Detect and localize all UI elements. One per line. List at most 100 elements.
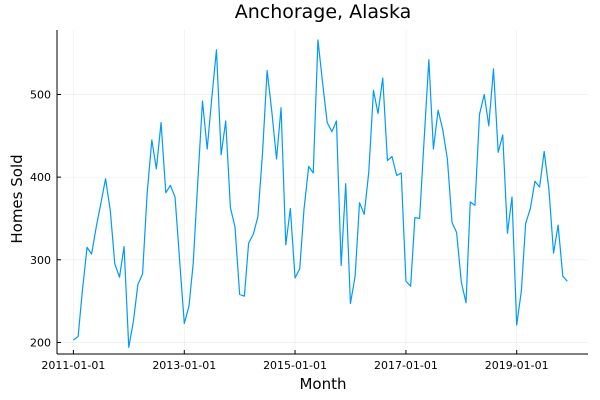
- data-point: [169, 184, 171, 186]
- data-point: [234, 226, 236, 228]
- data-point: [299, 268, 301, 270]
- x-axis-label: Month: [299, 375, 346, 393]
- data-point: [331, 130, 333, 132]
- data-point: [562, 275, 564, 277]
- data-point: [215, 49, 217, 51]
- data-point: [247, 242, 249, 244]
- data-point: [326, 121, 328, 123]
- data-point: [552, 252, 554, 254]
- data-point: [312, 172, 314, 174]
- data-point: [386, 159, 388, 161]
- data-point: [446, 158, 448, 160]
- data-point: [497, 151, 499, 153]
- data-point: [229, 207, 231, 209]
- y-tick-label: 200: [30, 336, 51, 349]
- data-point: [266, 69, 268, 71]
- data-point: [132, 320, 134, 322]
- grid: [57, 30, 588, 354]
- data-point: [488, 125, 490, 127]
- data-point: [294, 277, 296, 279]
- data-point: [418, 217, 420, 219]
- x-tick-label: 2011-01-01: [41, 359, 105, 372]
- data-point: [524, 222, 526, 224]
- data-point: [437, 109, 439, 111]
- data-point: [502, 134, 504, 136]
- data-point: [506, 232, 508, 234]
- data-point: [243, 295, 245, 297]
- data-point: [391, 155, 393, 157]
- data-point: [382, 77, 384, 79]
- x-tick-label: 2017-01-01: [374, 359, 438, 372]
- data-point: [188, 305, 190, 307]
- data-point: [409, 285, 411, 287]
- x-tick-labels: 2011-01-01 2013-01-01 2015-01-01 2017-01-01…: [41, 359, 548, 372]
- data-point: [566, 280, 568, 282]
- data-point: [538, 186, 540, 188]
- data-point: [271, 111, 273, 113]
- data-point: [77, 335, 79, 337]
- data-point: [128, 346, 130, 348]
- data-point: [423, 138, 425, 140]
- data-point: [178, 259, 180, 261]
- data-point: [377, 112, 379, 114]
- data-point: [141, 273, 143, 275]
- data-point: [155, 168, 157, 170]
- data-point: [349, 302, 351, 304]
- data-point: [100, 202, 102, 204]
- data-point: [368, 171, 370, 173]
- data-point: [428, 59, 430, 61]
- y-tick-label: 300: [30, 254, 51, 267]
- data-point: [469, 201, 471, 203]
- data-point: [225, 120, 227, 122]
- data-point: [307, 165, 309, 167]
- data-point: [183, 322, 185, 324]
- data-point: [165, 192, 167, 194]
- data-point: [345, 183, 347, 185]
- data-point: [520, 289, 522, 291]
- x-tick-label: 2019-01-01: [485, 359, 549, 372]
- data-point: [442, 129, 444, 131]
- y-tick-label: 400: [30, 171, 51, 184]
- data-point: [109, 209, 111, 211]
- data-point: [335, 120, 337, 122]
- data-point: [460, 281, 462, 283]
- data-point: [151, 139, 153, 141]
- x-tick-label: 2015-01-01: [263, 359, 327, 372]
- data-point: [211, 97, 213, 99]
- data-point: [483, 93, 485, 95]
- axes: [56, 30, 588, 355]
- data-point: [372, 89, 374, 91]
- data-point: [90, 253, 92, 255]
- data-point: [529, 207, 531, 209]
- data-point: [192, 262, 194, 264]
- series-line: [73, 39, 568, 348]
- data-point: [252, 233, 254, 235]
- data-point: [455, 231, 457, 233]
- data-point: [358, 202, 360, 204]
- data-point: [515, 324, 517, 326]
- data-point: [289, 207, 291, 209]
- data-point: [160, 121, 162, 123]
- data-point: [72, 339, 74, 341]
- y-tick-labels: 200 300 400 500: [30, 88, 51, 349]
- data-point: [474, 204, 476, 206]
- data-point: [492, 68, 494, 70]
- data-point: [206, 148, 208, 150]
- data-point: [86, 246, 88, 248]
- data-point: [405, 280, 407, 282]
- data-point: [261, 151, 263, 153]
- data-point: [118, 276, 120, 278]
- data-point: [114, 263, 116, 265]
- data-point: [451, 221, 453, 223]
- y-axis-label: Homes Sold: [8, 154, 26, 243]
- data-point: [317, 39, 319, 41]
- data-point: [257, 216, 259, 218]
- data-point: [354, 275, 356, 277]
- y-tick-label: 500: [30, 88, 51, 101]
- data-point: [303, 208, 305, 210]
- data-point: [395, 174, 397, 176]
- data-point: [285, 244, 287, 246]
- data-point: [478, 113, 480, 115]
- data-point: [321, 81, 323, 83]
- data-point: [548, 187, 550, 189]
